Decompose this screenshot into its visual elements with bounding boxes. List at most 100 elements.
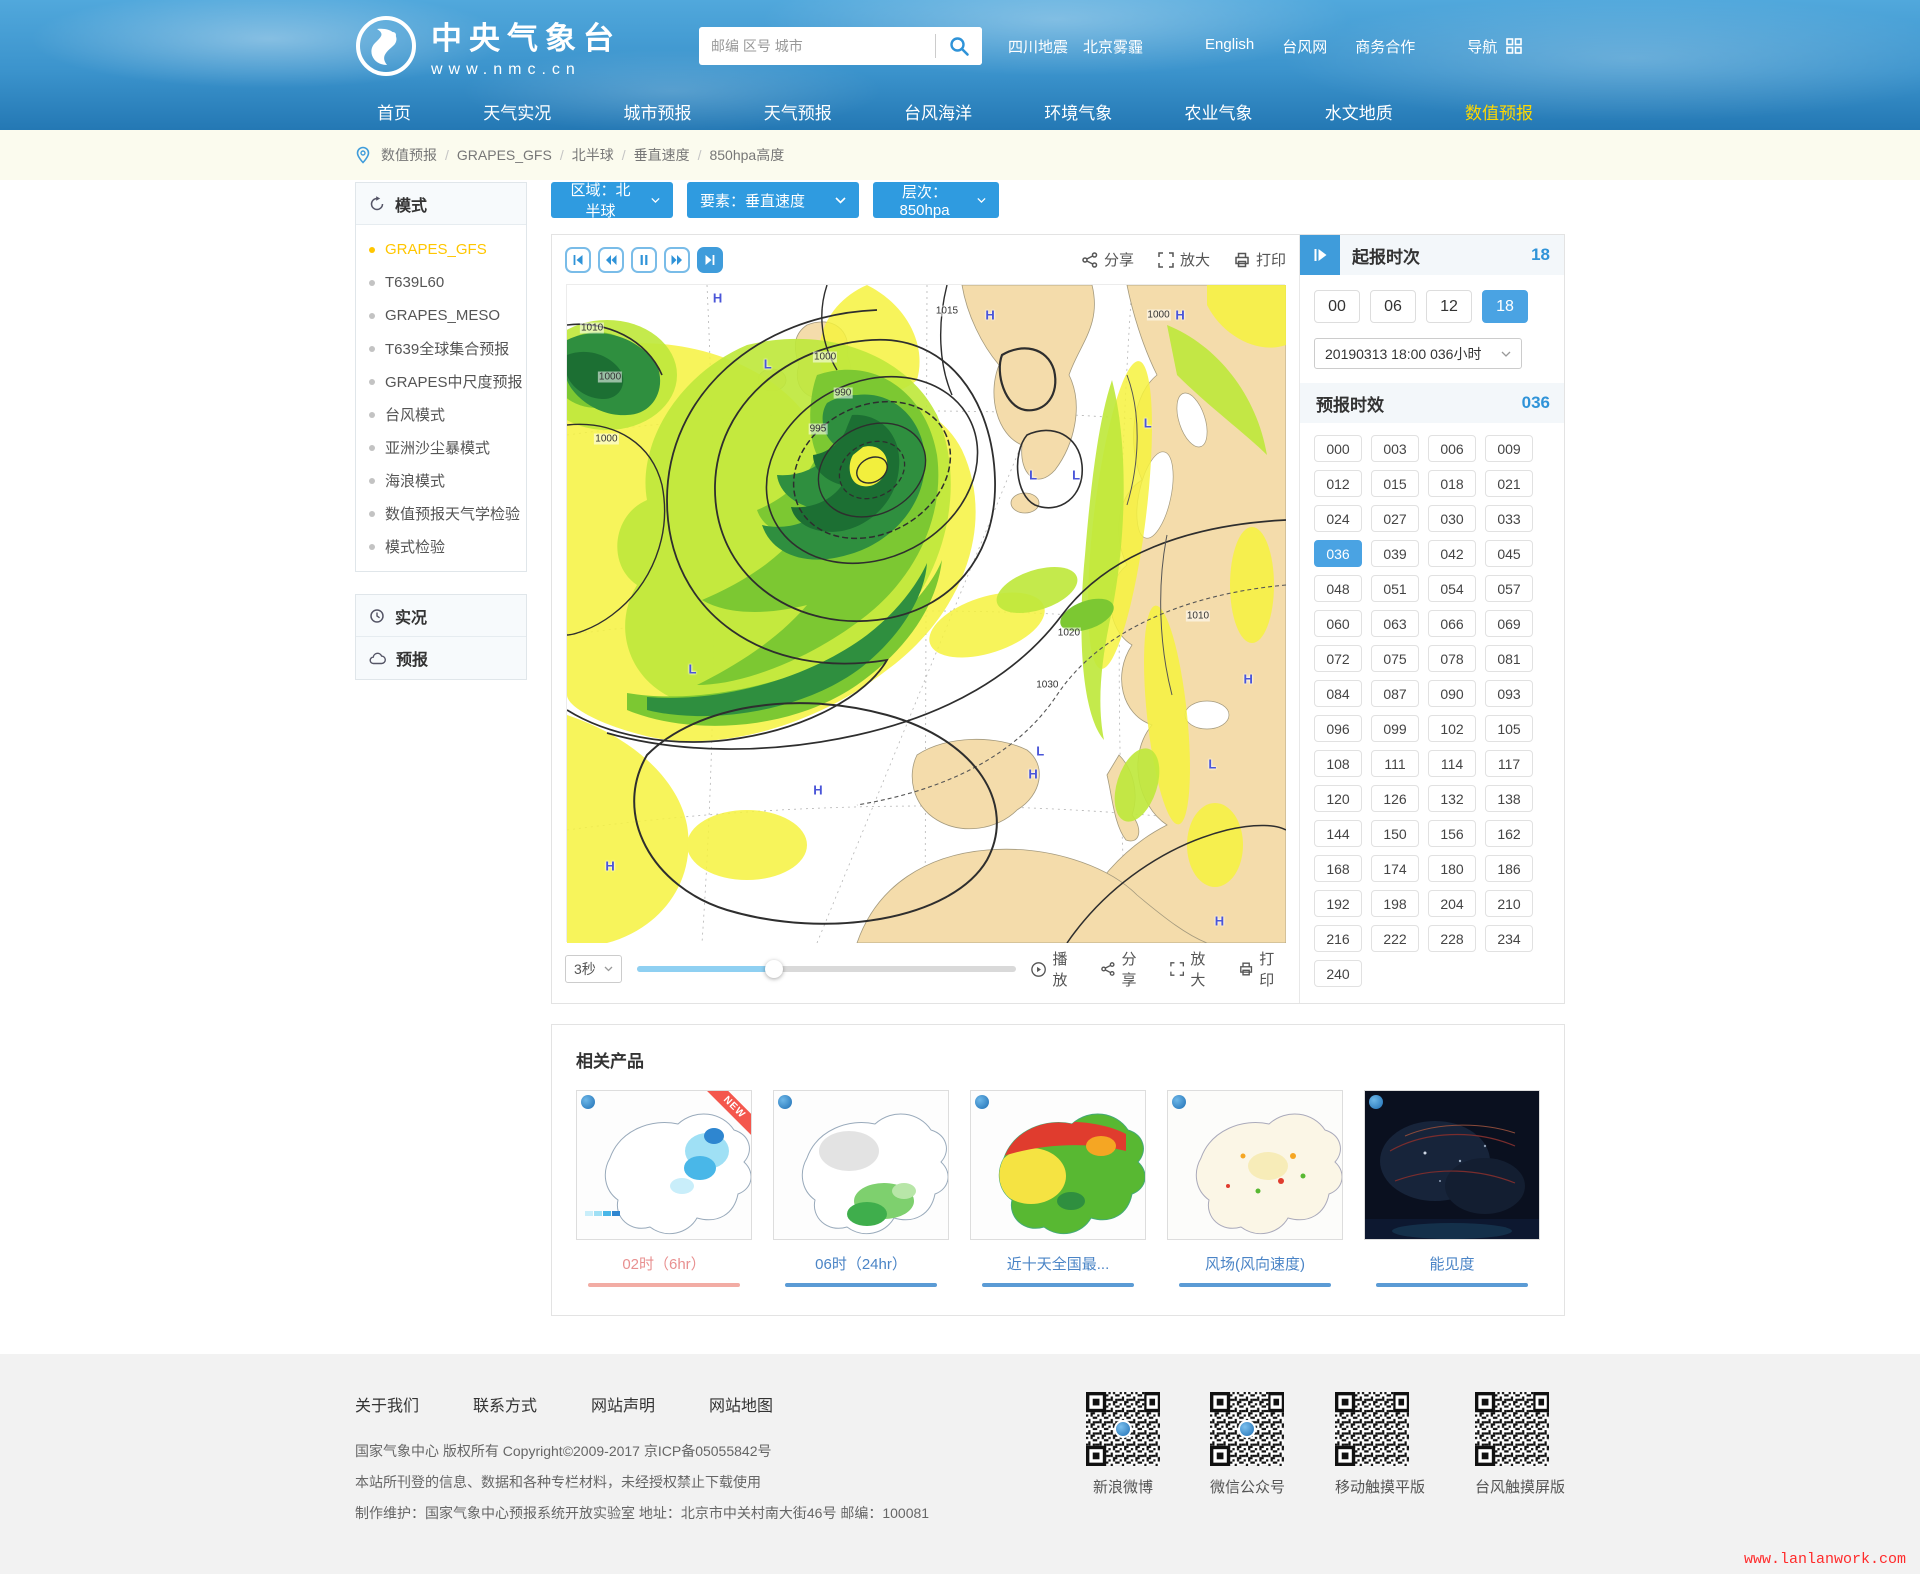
forecast-hour-cell[interactable]: 138 [1485,785,1533,812]
issue-time-button[interactable]: 12 [1426,290,1472,323]
forecast-hour-cell[interactable]: 228 [1428,925,1476,952]
footer-link[interactable]: 网站声明 [591,1398,656,1415]
footer-link[interactable]: 关于我们 [355,1398,420,1415]
product-thumbnail[interactable] [1364,1090,1540,1240]
datetime-select[interactable]: 20190313 18:00 036小时 [1314,338,1522,369]
nav-item[interactable]: 水文地质 [1324,103,1393,123]
forecast-hour-cell[interactable]: 174 [1371,855,1419,882]
forecast-hour-cell[interactable]: 018 [1428,470,1476,497]
forecast-hour-cell[interactable]: 024 [1314,505,1362,532]
forecast-hour-cell[interactable]: 042 [1428,540,1476,567]
product-thumbnail[interactable] [1167,1090,1343,1240]
nav-item[interactable]: 天气实况 [483,103,552,123]
product-caption[interactable]: 06时（24hr） [815,1256,907,1273]
product-thumbnail[interactable] [773,1090,949,1240]
forecast-hour-cell[interactable]: 093 [1485,680,1533,707]
forecast-hour-cell[interactable]: 054 [1428,575,1476,602]
nav-item[interactable]: 城市预报 [623,103,692,123]
forecast-hour-cell[interactable]: 240 [1314,960,1362,987]
quick-link[interactable]: 北京雾霾 [1083,38,1144,56]
sidebar-model-item[interactable]: 模式检验 [356,530,526,563]
breadcrumb-item[interactable]: 垂直速度 [634,145,710,165]
footer-link[interactable]: 联系方式 [473,1398,538,1415]
forecast-hour-cell[interactable]: 006 [1428,435,1476,462]
nav-toggle[interactable]: 导航 [1467,36,1523,57]
nav-item[interactable]: 农业气象 [1184,103,1253,123]
forecast-hour-cell[interactable]: 144 [1314,820,1362,847]
forecast-hour-cell[interactable]: 120 [1314,785,1362,812]
forecast-hour-cell[interactable]: 021 [1485,470,1533,497]
top-link[interactable]: 商务合作 [1355,38,1416,56]
forecast-hour-cell[interactable]: 216 [1314,925,1362,952]
forecast-hour-cell[interactable]: 168 [1314,855,1362,882]
issue-time-button[interactable]: 18 [1482,290,1528,323]
forecast-hour-cell[interactable]: 198 [1371,890,1419,917]
sidebar-model-item[interactable]: T639全球集合预报 [356,332,526,365]
product-caption[interactable]: 02时（6hr） [622,1256,706,1273]
forward-button[interactable] [664,246,690,273]
forecast-hour-cell[interactable]: 063 [1371,610,1419,637]
skip-first-button[interactable] [565,246,591,273]
forecast-hour-cell[interactable]: 150 [1371,820,1419,847]
sidebar-model-item[interactable]: GRAPES中尺度预报 [356,365,526,398]
product-card[interactable]: 近十天全国最... [970,1090,1146,1287]
search-button[interactable] [936,27,982,65]
search-input[interactable] [699,38,935,54]
forecast-hour-cell[interactable]: 060 [1314,610,1362,637]
forecast-hour-cell[interactable]: 210 [1485,890,1533,917]
nav-item[interactable]: 台风海洋 [904,103,972,123]
skip-last-button[interactable] [697,246,723,273]
forecast-hour-cell[interactable]: 105 [1485,715,1533,742]
forecast-hour-cell[interactable]: 027 [1371,505,1419,532]
share-button[interactable]: 分享 [1082,249,1134,270]
forecast-hour-cell[interactable]: 102 [1428,715,1476,742]
zoom-button[interactable]: 放大 [1158,249,1210,270]
forecast-hour-cell[interactable]: 111 [1371,750,1419,777]
sidebar-model-item[interactable]: 数值预报天气学检验 [356,497,526,530]
issue-time-button[interactable]: 00 [1314,290,1360,323]
forecast-hour-cell[interactable]: 099 [1371,715,1419,742]
nav-item[interactable]: 首页 [377,103,411,123]
site-logo[interactable]: 中央气象台 www.nmc.cn [355,13,621,79]
forecast-hour-cell[interactable]: 078 [1428,645,1476,672]
product-thumbnail[interactable] [970,1090,1146,1240]
sidebar-model-item[interactable]: GRAPES_GFS [356,233,526,266]
sidebar-model-item[interactable]: T639L60 [356,266,526,299]
forecast-hour-cell[interactable]: 081 [1485,645,1533,672]
top-link[interactable]: 台风网 [1282,38,1328,56]
breadcrumb-item[interactable]: 850hpa高度 [709,147,785,163]
forecast-hour-cell[interactable]: 048 [1314,575,1362,602]
rewind-button[interactable] [598,246,624,273]
nav-item[interactable]: 天气预报 [763,103,832,123]
product-card[interactable]: 能见度 [1364,1090,1540,1287]
timeline-slider[interactable] [636,960,1017,978]
forecast-hour-cell[interactable]: 057 [1485,575,1533,602]
breadcrumb-item[interactable]: 数值预报 [381,145,457,165]
print-button[interactable]: 打印 [1239,948,1286,990]
product-caption[interactable]: 风场(风向速度) [1205,1256,1305,1273]
nav-item[interactable]: 数值预报 [1465,103,1533,123]
share-button[interactable]: 分享 [1101,948,1148,990]
forecast-hour-cell[interactable]: 072 [1314,645,1362,672]
forecast-hour-cell[interactable]: 090 [1428,680,1476,707]
forecast-hour-cell[interactable]: 192 [1314,890,1362,917]
print-button[interactable]: 打印 [1234,249,1286,270]
forecast-hour-cell[interactable]: 075 [1371,645,1419,672]
forecast-hour-cell[interactable]: 114 [1428,750,1476,777]
forecast-hour-cell[interactable]: 180 [1428,855,1476,882]
product-thumbnail[interactable]: NEW [576,1090,752,1240]
play-button[interactable]: 播放 [1031,948,1079,990]
footer-link[interactable]: 网站地图 [709,1398,774,1415]
forecast-hour-cell[interactable]: 117 [1485,750,1533,777]
nav-item[interactable]: 环境气象 [1044,103,1113,123]
sidebar-model-item[interactable]: 台风模式 [356,398,526,431]
sidebar-model-item[interactable]: GRAPES_MESO [356,299,526,332]
forecast-hour-cell[interactable]: 003 [1371,435,1419,462]
forecast-hour-cell[interactable]: 132 [1428,785,1476,812]
forecast-hour-cell[interactable]: 045 [1485,540,1533,567]
slider-thumb[interactable] [764,960,783,978]
forecast-hour-cell[interactable]: 108 [1314,750,1362,777]
forecast-hour-cell[interactable]: 069 [1485,610,1533,637]
forecast-hour-cell[interactable]: 222 [1371,925,1419,952]
forecast-hour-cell[interactable]: 039 [1371,540,1419,567]
